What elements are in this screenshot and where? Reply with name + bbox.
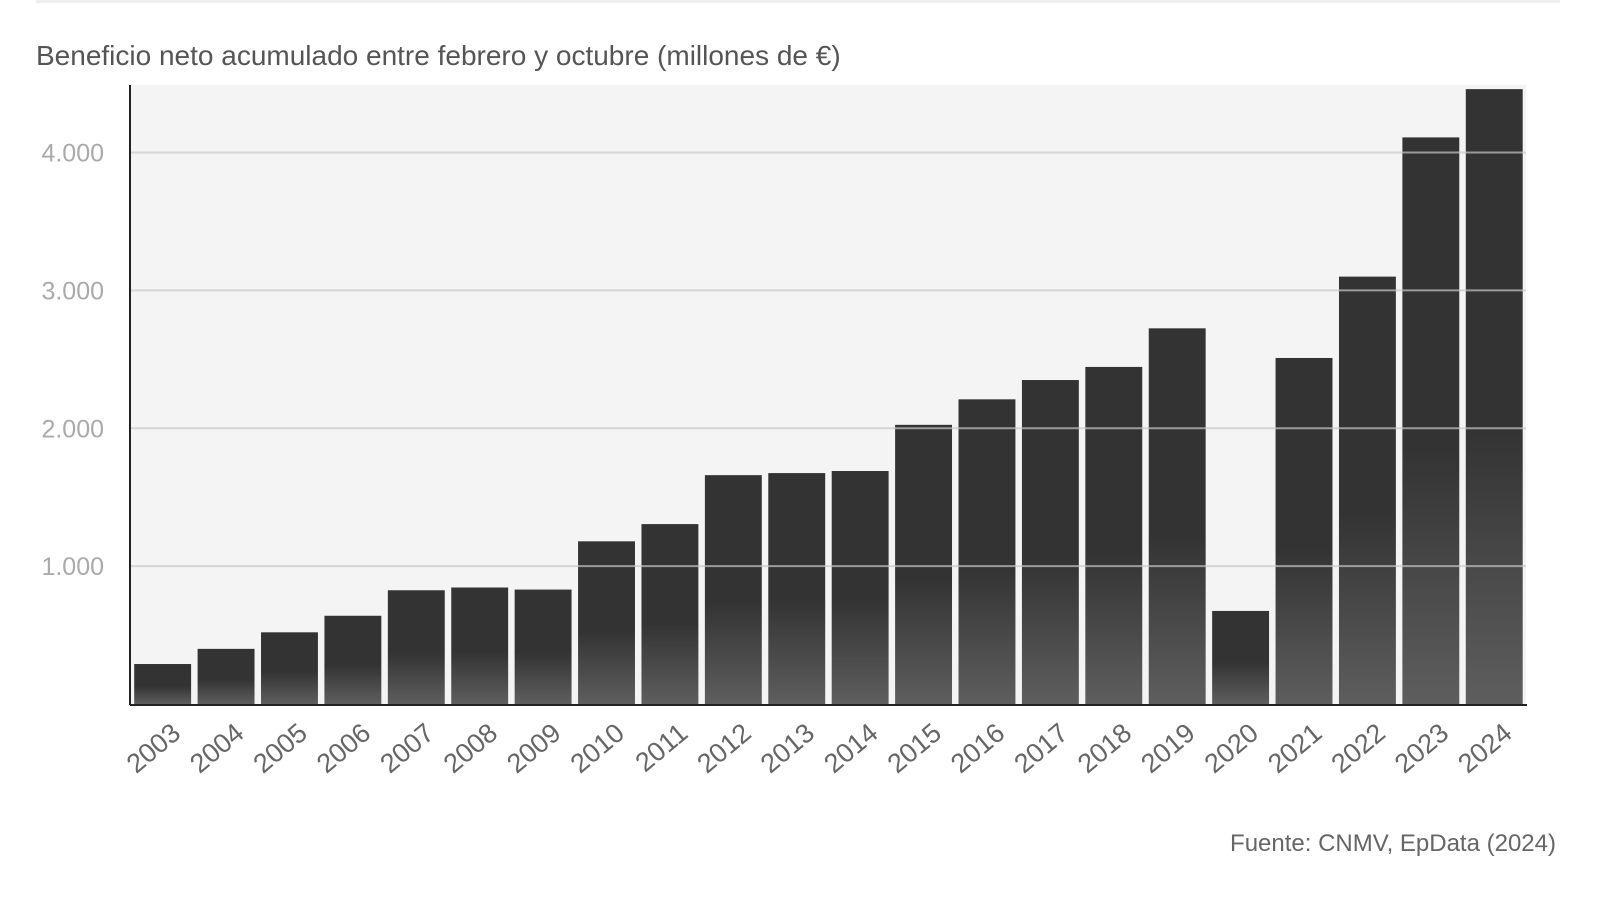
x-tick-label: 2008	[438, 717, 503, 779]
bar-2023	[1402, 137, 1460, 705]
bar-2017	[1021, 380, 1079, 704]
bar-2005	[261, 632, 318, 704]
y-tick-label: 4.000	[41, 140, 104, 168]
x-tick-label: 2005	[248, 717, 313, 779]
y-tick-label: 1.000	[41, 553, 104, 581]
x-tick-label: 2003	[121, 717, 186, 779]
x-tick-label: 2004	[184, 717, 249, 779]
bar-2013	[768, 473, 826, 704]
x-tick-label: 2018	[1072, 717, 1137, 779]
y-tick-label: 2.000	[41, 415, 104, 443]
bar-2020	[1212, 610, 1270, 704]
x-tick-label: 2015	[882, 717, 947, 779]
x-tick-label: 2024	[1452, 717, 1517, 779]
bar-2016	[958, 399, 1016, 704]
bar-2021	[1275, 357, 1333, 704]
bar-2015	[895, 424, 953, 704]
x-tick-label: 2023	[1389, 717, 1454, 779]
y-tick-label: 3.000	[41, 277, 104, 305]
x-tick-label: 2020	[1199, 717, 1264, 779]
bar-2011	[641, 524, 699, 704]
bar-2024	[1465, 89, 1523, 704]
bar-2012	[704, 475, 762, 704]
bar-2007	[387, 590, 445, 704]
x-tick-label: 2017	[1009, 717, 1074, 779]
x-tick-label: 2009	[501, 717, 566, 779]
bar-2004	[197, 648, 255, 704]
bar-2006	[324, 615, 382, 704]
x-tick-label: 2014	[818, 717, 883, 779]
source-note: Fuente: CNMV, EpData (2024)	[1230, 830, 1556, 857]
bar-2003	[134, 664, 192, 704]
x-tick-label: 2012	[691, 717, 756, 779]
top-divider	[36, 0, 1560, 3]
x-tick-label: 2010	[565, 717, 630, 779]
x-tick-label: 2013	[755, 717, 820, 779]
x-tick-label: 2006	[311, 717, 376, 779]
bar-2009	[514, 589, 572, 704]
x-tick-label: 2022	[1326, 717, 1391, 779]
bar-2014	[831, 471, 889, 704]
x-tick-label: 2019	[1135, 717, 1200, 779]
x-tick-label: 2011	[630, 717, 694, 777]
x-tick-label: 2021	[1262, 717, 1327, 779]
x-tick-label: 2007	[374, 717, 439, 779]
bar-2022	[1338, 276, 1396, 704]
bar-2018	[1085, 366, 1143, 704]
bar-2008	[451, 587, 509, 704]
x-tick-label: 2016	[945, 717, 1010, 779]
chart-title: Beneficio neto acumulado entre febrero y…	[36, 40, 841, 71]
bar-2010	[578, 541, 635, 704]
bar-2019	[1148, 328, 1206, 704]
